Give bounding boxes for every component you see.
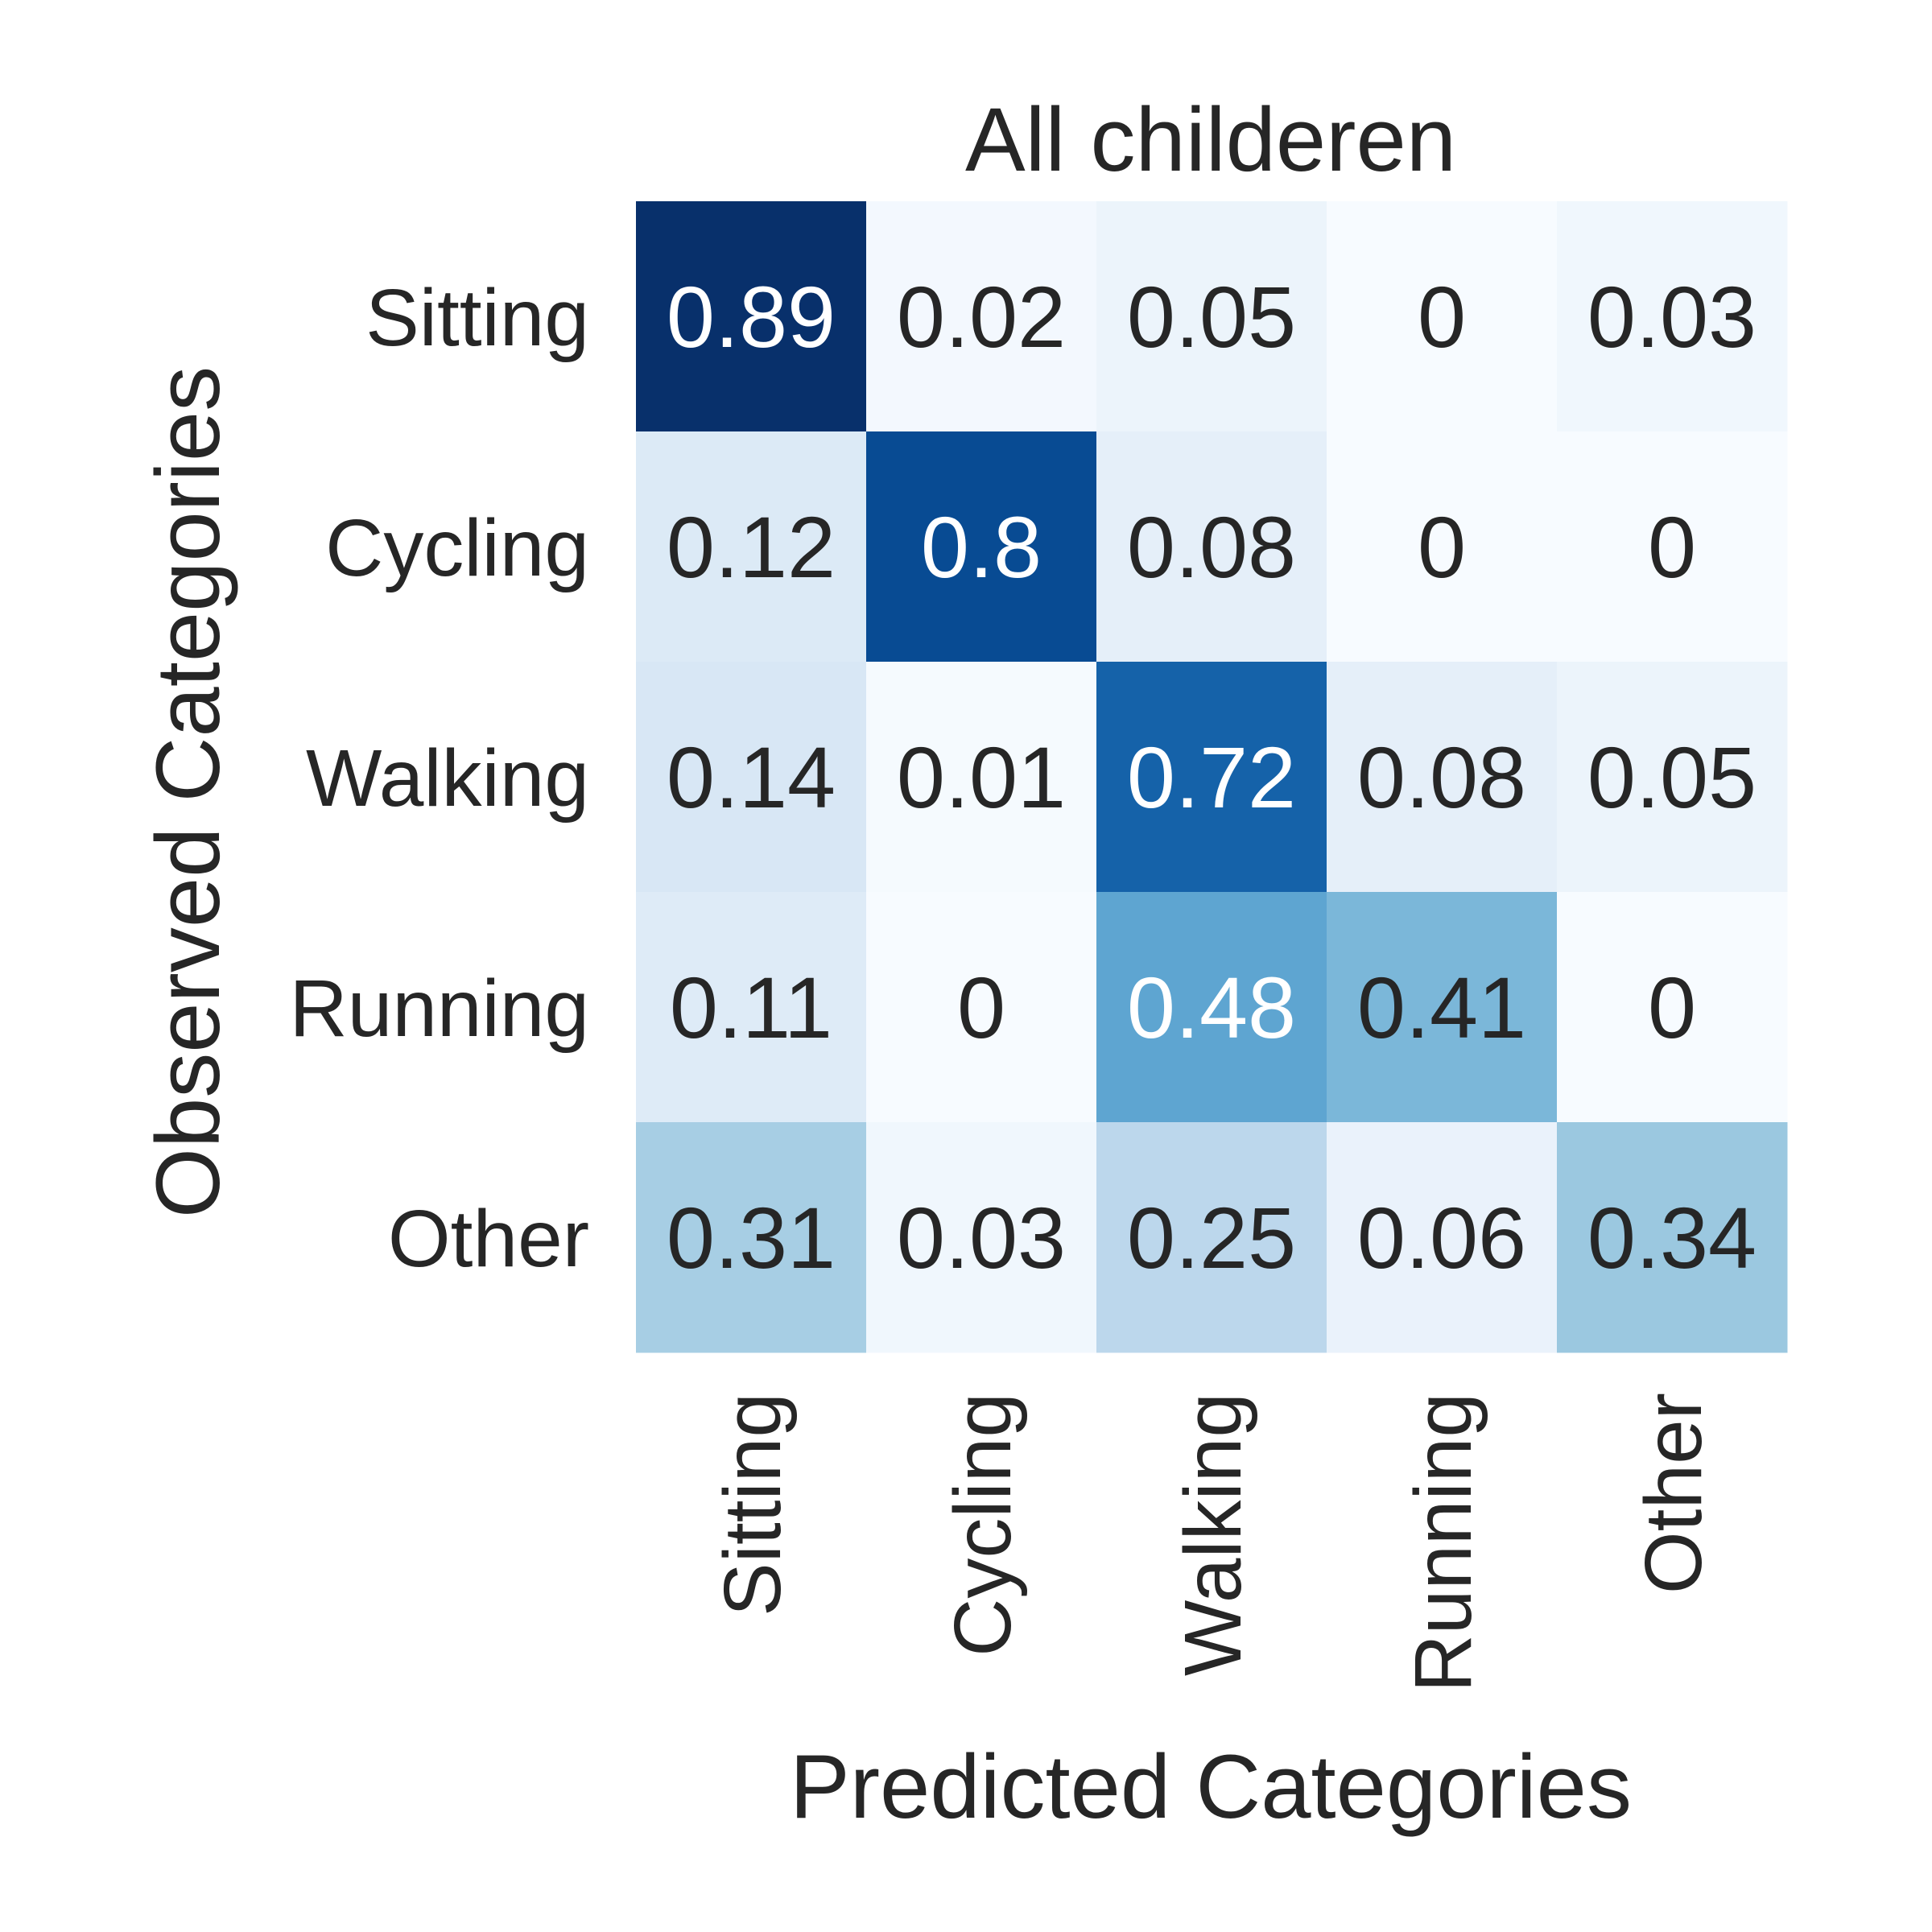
heatmap-cells xyxy=(636,201,1788,1353)
cell-value-1-3: 0 xyxy=(1418,498,1466,596)
cell-value-1-1: 0.8 xyxy=(921,498,1042,596)
heatmap-cell-0-3 xyxy=(1327,201,1558,432)
cell-value-0-2: 0.05 xyxy=(1127,268,1296,365)
cell-value-labels: 0.89 0.02 0.05 0 0.03 0.12 0.8 0.08 0 0 0.14 0.01 0.… xyxy=(667,268,1757,1286)
cell-value-3-4: 0 xyxy=(1648,959,1696,1056)
cell-value-3-3: 0.41 xyxy=(1357,959,1526,1056)
heatmap-cell-4-2 xyxy=(1096,1122,1327,1353)
heatmap-cell-3-3 xyxy=(1327,892,1558,1123)
y-axis-label: Observed Categories xyxy=(138,366,238,1218)
heatmap-cell-2-2 xyxy=(1096,662,1327,893)
chart-title: All childeren xyxy=(965,89,1456,190)
y-tick-label-cycling: Cycling xyxy=(325,503,589,593)
x-tick-label-cycling: Cycling xyxy=(938,1393,1028,1657)
cell-value-4-0: 0.31 xyxy=(667,1189,836,1286)
y-tick-label-walking: Walking xyxy=(306,733,589,824)
x-tick-label-walking: Walking xyxy=(1168,1393,1258,1676)
heatmap-cell-2-0 xyxy=(636,662,867,893)
heatmap-cell-0-2 xyxy=(1096,201,1327,432)
cell-value-1-0: 0.12 xyxy=(667,498,836,596)
heatmap-cell-0-4 xyxy=(1557,201,1788,432)
heatmap-cell-1-2 xyxy=(1096,431,1327,663)
heatmap-cell-4-0 xyxy=(636,1122,867,1353)
y-tick-label-running: Running xyxy=(289,964,589,1054)
cell-value-0-1: 0.02 xyxy=(897,268,1066,365)
cell-value-0-3: 0 xyxy=(1418,268,1466,365)
cell-value-2-2: 0.72 xyxy=(1127,729,1296,826)
cell-value-0-0: 0.89 xyxy=(667,268,836,365)
heatmap-cell-0-0 xyxy=(636,201,867,432)
heatmap-cell-3-0 xyxy=(636,892,867,1123)
cell-value-0-4: 0.03 xyxy=(1587,268,1757,365)
y-tick-label-other: Other xyxy=(388,1194,589,1284)
heatmap-cell-3-1 xyxy=(866,892,1097,1123)
cell-value-4-3: 0.06 xyxy=(1357,1189,1526,1286)
heatmap-cell-4-4 xyxy=(1557,1122,1788,1353)
x-tick-labels: Sitting Cycling Walking Running Other xyxy=(708,1393,1719,1693)
y-tick-label-sitting: Sitting xyxy=(365,273,589,363)
heatmap-cell-2-1 xyxy=(866,662,1097,893)
x-tick-label-other: Other xyxy=(1629,1393,1719,1594)
y-tick-labels: Sitting Cycling Walking Running Other xyxy=(289,273,589,1284)
heatmap-cell-3-4 xyxy=(1557,892,1788,1123)
cell-value-2-1: 0.01 xyxy=(897,729,1066,826)
cell-value-1-4: 0 xyxy=(1648,498,1696,596)
heatmap-cell-2-4 xyxy=(1557,662,1788,893)
heatmap-cell-0-1 xyxy=(866,201,1097,432)
cell-value-2-3: 0.08 xyxy=(1357,729,1526,826)
cell-value-2-0: 0.14 xyxy=(667,729,836,826)
heatmap-cell-2-3 xyxy=(1327,662,1558,893)
x-tick-label-running: Running xyxy=(1398,1393,1488,1693)
cell-value-3-0: 0.11 xyxy=(670,959,832,1056)
heatmap-cell-4-3 xyxy=(1327,1122,1558,1353)
heatmap-cell-1-4 xyxy=(1557,431,1788,663)
x-tick-label-sitting: Sitting xyxy=(708,1393,798,1616)
heatmap-cell-3-2 xyxy=(1096,892,1327,1123)
x-axis-label: Predicted Categories xyxy=(790,1736,1632,1837)
cell-value-4-4: 0.34 xyxy=(1587,1189,1757,1286)
heatmap-cell-1-3 xyxy=(1327,431,1558,663)
cell-value-2-4: 0.05 xyxy=(1587,729,1757,826)
cell-value-3-2: 0.48 xyxy=(1127,959,1296,1056)
cell-value-4-1: 0.03 xyxy=(897,1189,1066,1286)
heatmap-cell-1-0 xyxy=(636,431,867,663)
cell-value-4-2: 0.25 xyxy=(1127,1189,1296,1286)
cell-value-1-2: 0.08 xyxy=(1127,498,1296,596)
heatmap-cell-4-1 xyxy=(866,1122,1097,1353)
heatmap-cell-1-1 xyxy=(866,431,1097,663)
cell-value-3-1: 0 xyxy=(957,959,1005,1056)
